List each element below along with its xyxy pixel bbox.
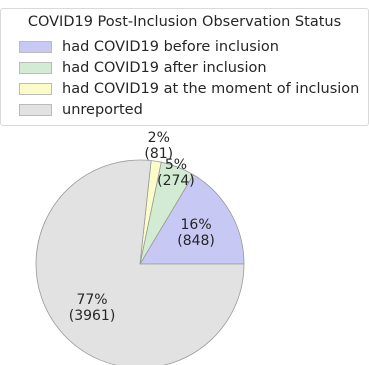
legend-swatch-after-inclusion	[19, 62, 52, 74]
legend-title: COVID19 Post-Inclusion Observation Statu…	[27, 14, 342, 30]
legend-label-at-inclusion: had COVID19 at the moment of inclusion	[62, 81, 360, 97]
pie-slice-before-inclusion	[139, 174, 245, 265]
slice-percent-label-unreported: 77%	[76, 292, 107, 308]
slice-count-label-at-inclusion: (81)	[144, 146, 173, 162]
slice-count-label-unreported: (3961)	[69, 308, 116, 324]
slice-percent-label-before-inclusion: 16%	[181, 217, 212, 233]
slice-count-label-after-inclusion: (274)	[157, 173, 195, 189]
legend-label-after-inclusion: had COVID19 after inclusion	[62, 60, 267, 76]
legend-item-after-inclusion: had COVID19 after inclusion	[19, 58, 267, 78]
slice-percent-label-at-inclusion: 2%	[148, 130, 170, 146]
legend-item-before-inclusion: had COVID19 before inclusion	[19, 37, 279, 57]
legend-swatch-at-inclusion	[19, 83, 52, 95]
legend-label-before-inclusion: had COVID19 before inclusion	[62, 39, 279, 55]
legend-swatch-before-inclusion	[19, 41, 52, 53]
slice-count-label-before-inclusion: (848)	[177, 233, 215, 249]
slice-percent-label-after-inclusion: 5%	[165, 157, 187, 173]
legend-item-at-inclusion: had COVID19 at the moment of inclusion	[19, 79, 359, 99]
legend-swatch-unreported	[19, 104, 52, 116]
pie-slice-unreported	[35, 159, 245, 365]
legend-item-unreported: unreported	[19, 100, 143, 120]
legend-label-unreported: unreported	[62, 102, 143, 118]
chart-legend: COVID19 Post-Inclusion Observation Statu…	[0, 8, 369, 126]
